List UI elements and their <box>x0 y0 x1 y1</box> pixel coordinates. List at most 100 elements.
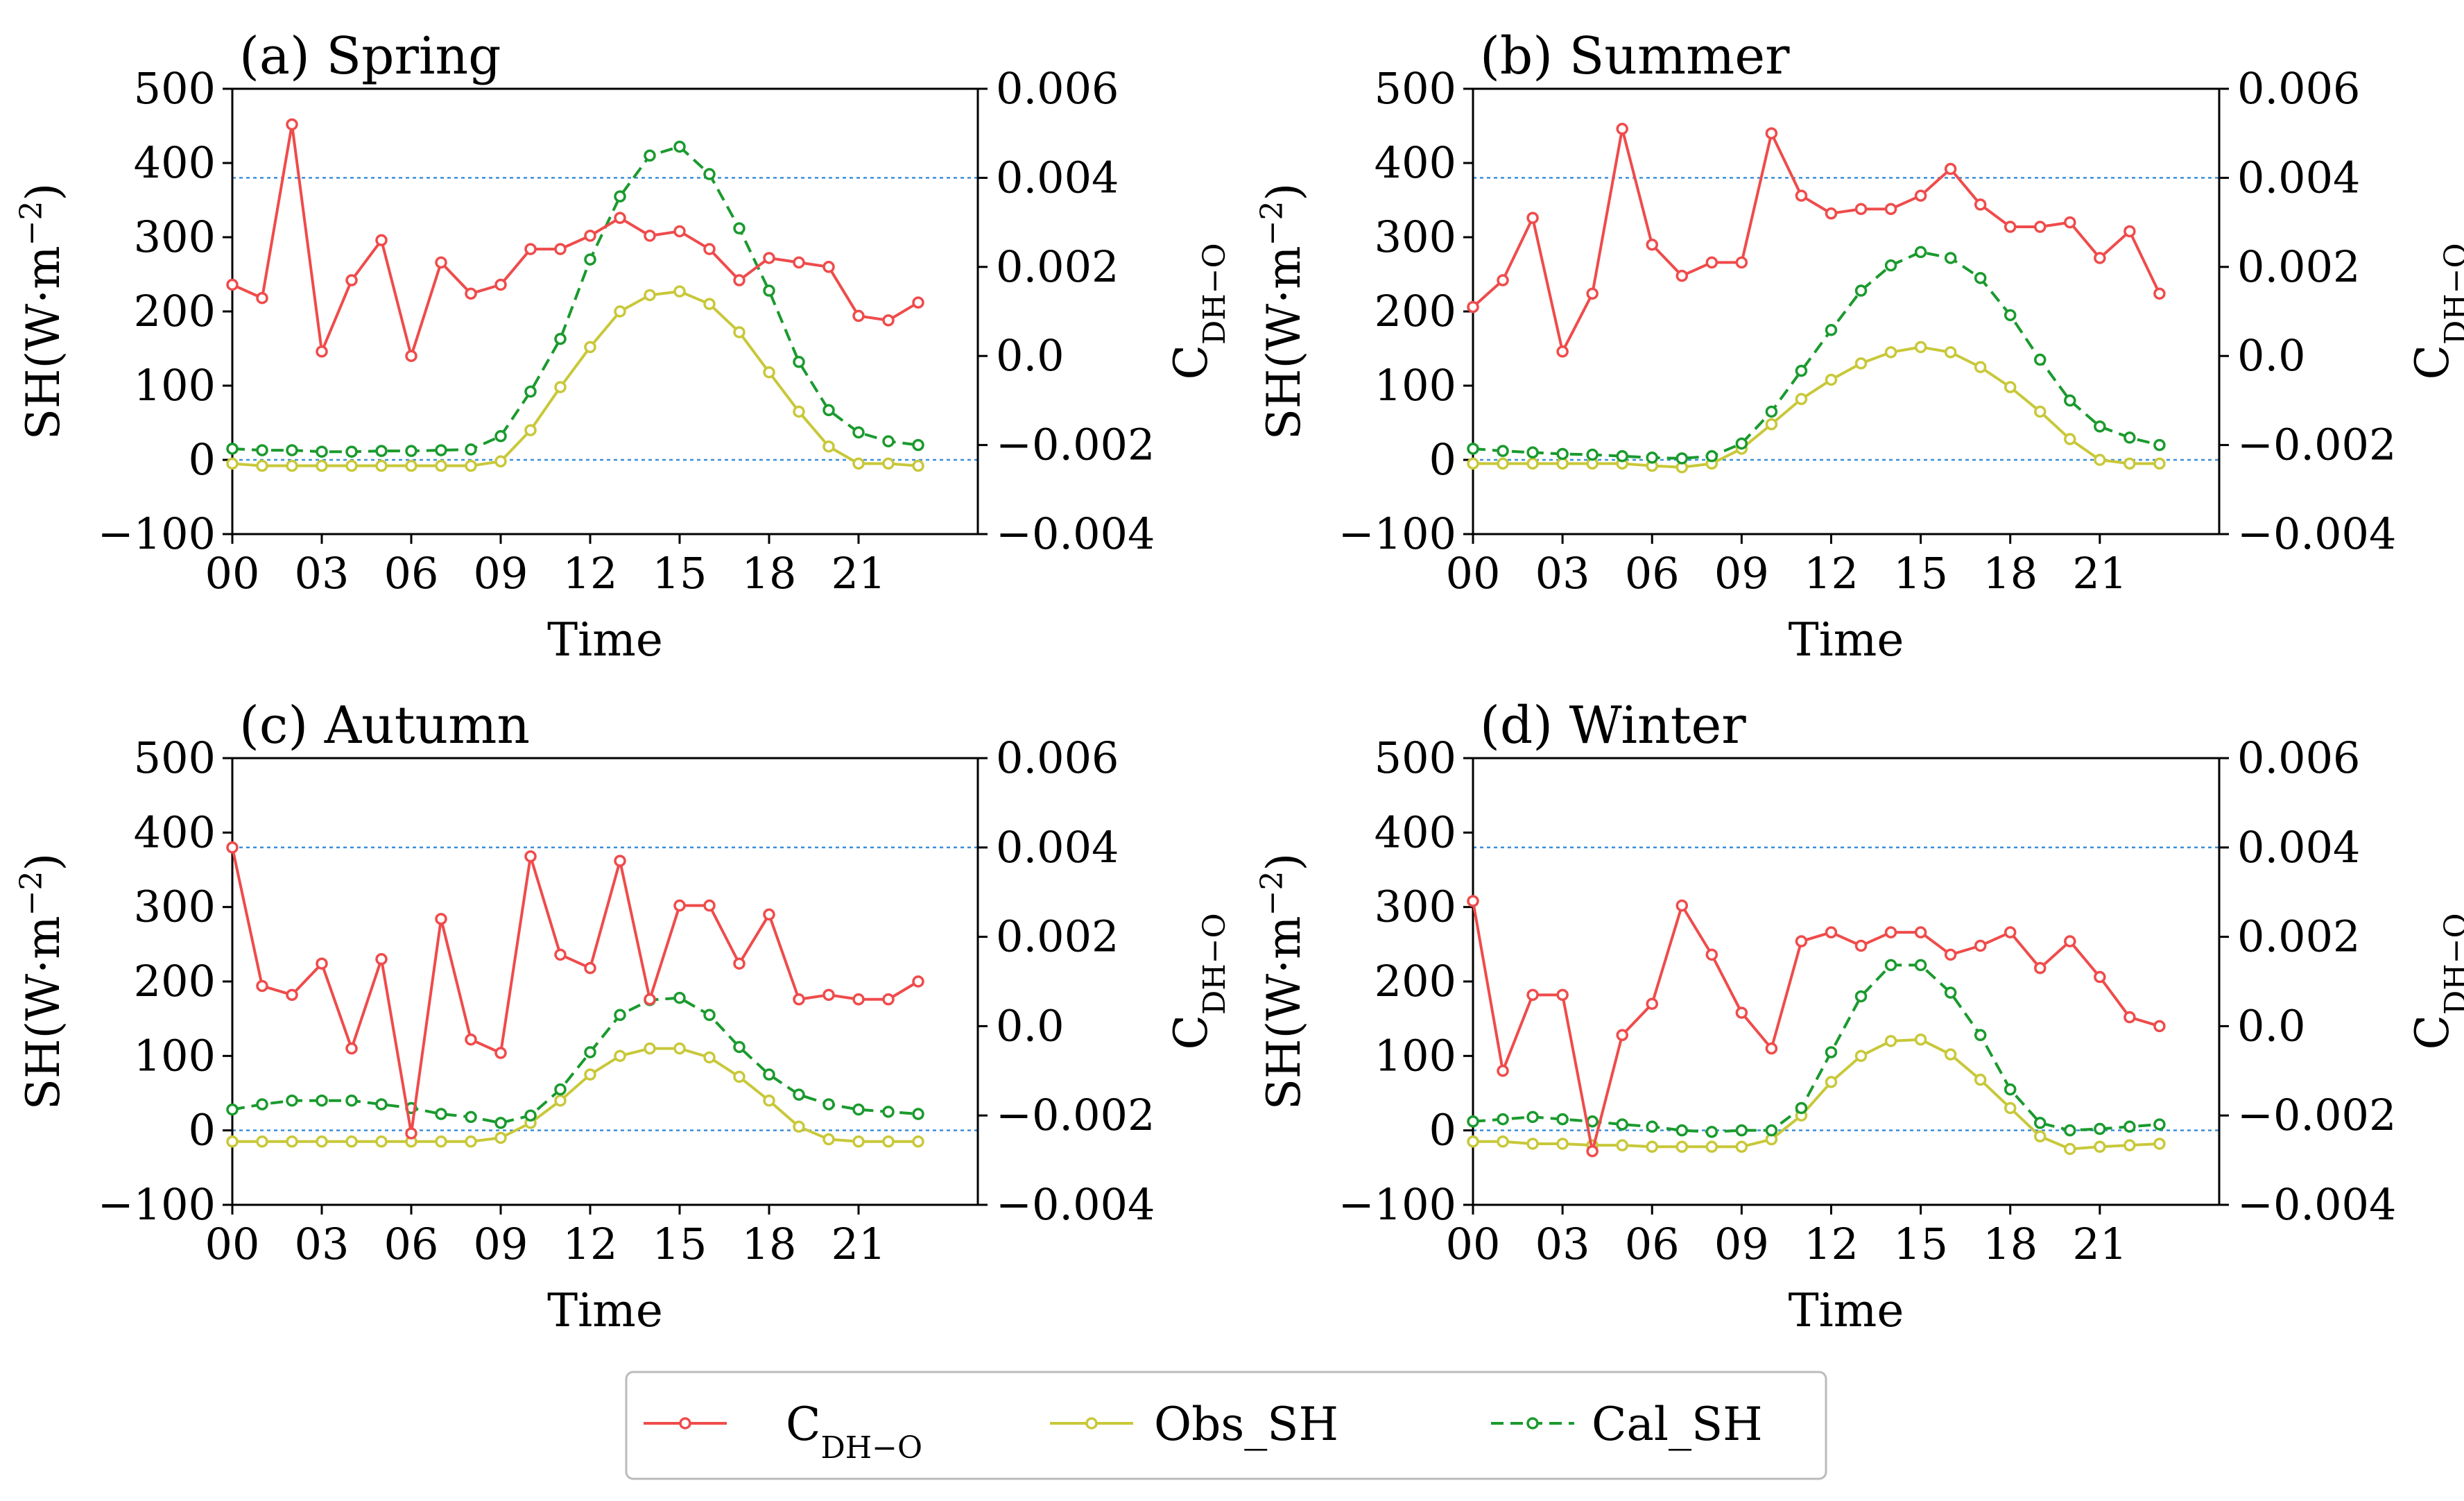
left-tick-label: 500 <box>1375 732 1456 783</box>
data-point-c-dh-o <box>524 850 537 863</box>
data-point-c-dh-o <box>286 118 298 131</box>
data-point-c-dh-o <box>286 988 298 1002</box>
data-point-cal-sh <box>226 1103 239 1116</box>
data-point-obs-sh <box>614 305 626 318</box>
data-point-cal-sh <box>763 1068 775 1081</box>
data-point-cal-sh <box>316 445 328 458</box>
data-point-cal-sh <box>1526 1110 1539 1124</box>
right-tick-label: −0.004 <box>996 508 1155 559</box>
data-point-c-dh-o <box>793 256 805 269</box>
data-point-c-dh-o <box>1616 123 1628 135</box>
x-tick-label: 00 <box>1446 548 1501 599</box>
data-point-c-dh-o <box>2153 287 2166 300</box>
data-point-c-dh-o <box>644 230 656 242</box>
data-point-c-dh-o <box>673 899 686 912</box>
x-tick-label: 03 <box>1535 548 1590 599</box>
data-point-c-dh-o <box>1735 1006 1748 1019</box>
data-point-c-dh-o <box>882 314 895 327</box>
data-point-obs-sh <box>673 285 686 298</box>
data-point-cal-sh <box>1944 252 1957 264</box>
series-line-obs-sh <box>1473 1038 2160 1151</box>
data-point-obs-sh <box>912 459 924 472</box>
data-point-c-dh-o <box>2064 216 2076 229</box>
data-point-c-dh-o <box>614 855 626 867</box>
data-point-obs-sh <box>882 1135 895 1148</box>
data-point-cal-sh <box>852 426 865 439</box>
data-point-cal-sh <box>1854 284 1868 297</box>
x-tick-label: 09 <box>1714 548 1769 599</box>
data-point-c-dh-o <box>435 913 447 925</box>
legend: CDH−O Obs_SH Cal_SH <box>625 1371 1827 1480</box>
data-point-cal-sh <box>912 1108 924 1120</box>
data-point-obs-sh <box>1825 1076 1838 1088</box>
data-point-obs-sh <box>256 1135 268 1148</box>
right-tick-label: 0.004 <box>996 152 1119 203</box>
series-line-c-dh-o <box>231 847 920 1135</box>
left-tick-label: 400 <box>134 807 216 857</box>
data-point-cal-sh <box>2064 394 2076 407</box>
data-point-cal-sh <box>286 1094 298 1107</box>
x-tick-label: 15 <box>1893 548 1948 599</box>
data-point-obs-sh <box>1884 1035 1897 1047</box>
data-point-cal-sh <box>286 444 298 456</box>
data-point-obs-sh <box>286 1135 298 1148</box>
x-axis-label: Time <box>547 1284 663 1337</box>
data-point-cal-sh <box>345 1094 358 1107</box>
data-point-obs-sh <box>2153 1138 2166 1150</box>
data-point-c-dh-o <box>1526 988 1539 1002</box>
data-point-cal-sh <box>733 222 746 234</box>
data-point-obs-sh <box>584 1068 596 1081</box>
data-point-c-dh-o <box>1884 203 1897 216</box>
data-point-obs-sh <box>554 1094 567 1107</box>
x-tick-label: 21 <box>2072 548 2127 599</box>
data-point-cal-sh <box>375 1098 388 1110</box>
data-point-c-dh-o <box>1467 895 1479 907</box>
data-point-obs-sh <box>733 326 746 338</box>
plot-frame <box>1472 757 2221 1206</box>
data-point-cal-sh <box>2123 1120 2136 1133</box>
right-tick-label: 0.006 <box>2237 732 2361 783</box>
data-point-c-dh-o <box>1944 162 1957 175</box>
panel-1: (a) Spring5004003002001000−1000.0060.004… <box>14 26 1232 667</box>
x-tick-label: 00 <box>205 548 260 599</box>
data-point-obs-sh <box>614 1049 626 1063</box>
data-point-c-dh-o <box>2064 935 2076 947</box>
x-tick-label: 18 <box>742 1219 797 1269</box>
data-point-obs-sh <box>256 459 268 472</box>
left-tick-label: 400 <box>1375 137 1456 188</box>
data-point-obs-sh <box>793 405 805 418</box>
data-point-c-dh-o <box>644 993 656 1006</box>
data-point-obs-sh <box>703 298 716 311</box>
data-point-cal-sh <box>1974 272 1987 284</box>
plot-frame <box>231 757 979 1206</box>
data-point-obs-sh <box>584 341 596 354</box>
data-point-c-dh-o <box>1825 207 1838 220</box>
data-point-cal-sh <box>1556 1113 1569 1126</box>
right-tick-label: −0.002 <box>2237 420 2396 470</box>
plot-frame <box>231 87 979 535</box>
legend-marker <box>1085 1417 1098 1430</box>
series-line-c-dh-o <box>1472 900 2160 1153</box>
data-point-cal-sh <box>524 1109 537 1122</box>
panel-title: (d) Winter <box>1480 696 1746 755</box>
legend-label-c-dh-o: CDH−O <box>786 1398 922 1466</box>
data-point-cal-sh <box>614 1009 626 1022</box>
left-tick-label: 200 <box>1375 286 1456 336</box>
data-point-cal-sh <box>2004 309 2017 322</box>
x-tick-label: 06 <box>384 1219 439 1269</box>
data-point-obs-sh <box>554 381 567 393</box>
data-point-obs-sh <box>1497 457 1509 470</box>
data-point-c-dh-o <box>852 309 865 323</box>
data-point-obs-sh <box>465 459 477 472</box>
data-point-c-dh-o <box>465 287 477 300</box>
x-tick-label: 00 <box>205 1219 260 1269</box>
legend-label-obs-sh: Obs_SH <box>1154 1398 1338 1451</box>
data-point-obs-sh <box>1854 357 1868 370</box>
data-point-obs-sh <box>763 366 775 379</box>
x-tick-label: 03 <box>1535 1219 1590 1269</box>
left-tick-label: 200 <box>134 956 216 1006</box>
data-point-cal-sh <box>1765 405 1778 418</box>
data-point-c-dh-o <box>2004 221 2017 233</box>
data-point-cal-sh <box>1825 324 1838 336</box>
